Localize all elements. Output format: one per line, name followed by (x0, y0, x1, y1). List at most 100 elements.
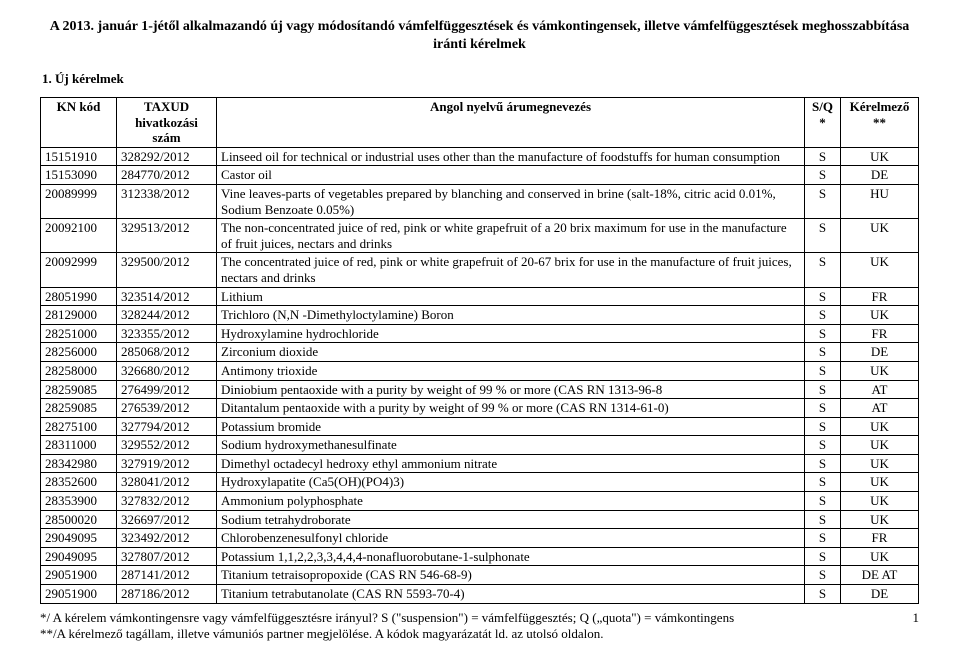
cell-taxud: 328041/2012 (117, 473, 217, 492)
table-row: 29049095323492/2012Chlorobenzenesulfonyl… (41, 529, 919, 548)
table-row: 29049095327807/2012Potassium 1,1,2,2,3,3… (41, 547, 919, 566)
cell-sq: S (805, 529, 841, 548)
cell-taxud: 287141/2012 (117, 566, 217, 585)
footnote-1: */ A kérelem vámkontingensre vagy vámfel… (40, 610, 734, 626)
cell-sq: S (805, 399, 841, 418)
cell-sq: S (805, 436, 841, 455)
cell-sq: S (805, 380, 841, 399)
cell-ker: UK (841, 492, 919, 511)
table-row: 20092100329513/2012The non-concentrated … (41, 219, 919, 253)
cell-sq: S (805, 306, 841, 325)
cell-taxud: 276499/2012 (117, 380, 217, 399)
table-row: 28342980327919/2012Dimethyl octadecyl he… (41, 454, 919, 473)
cell-taxud: 329552/2012 (117, 436, 217, 455)
table-body: 15151910328292/2012Linseed oil for techn… (41, 147, 919, 603)
section-heading: 1. Új kérelmek (42, 71, 919, 87)
cell-sq: S (805, 361, 841, 380)
table-row: 28311000329552/2012Sodium hydroxymethane… (41, 436, 919, 455)
cell-kn: 28352600 (41, 473, 117, 492)
cell-kn: 28353900 (41, 492, 117, 511)
cell-desc: Potassium 1,1,2,2,3,3,4,4,4-nonafluorobu… (217, 547, 805, 566)
cell-kn: 28051990 (41, 287, 117, 306)
cell-desc: Diniobium pentaoxide with a purity by we… (217, 380, 805, 399)
cell-desc: Ditantalum pentaoxide with a purity by w… (217, 399, 805, 418)
cell-sq: S (805, 417, 841, 436)
cell-sq: S (805, 510, 841, 529)
cell-ker: UK (841, 454, 919, 473)
page-title: A 2013. január 1-jétől alkalmazandó új v… (40, 18, 919, 53)
cell-desc: Ammonium polyphosphate (217, 492, 805, 511)
table-row: 28353900327832/2012Ammonium polyphosphat… (41, 492, 919, 511)
table-row: 28256000285068/2012Zirconium dioxideSDE (41, 343, 919, 362)
table-row: 28500020326697/2012Sodium tetrahydrobora… (41, 510, 919, 529)
cell-taxud: 329500/2012 (117, 253, 217, 287)
cell-taxud: 323492/2012 (117, 529, 217, 548)
cell-ker: HU (841, 184, 919, 218)
cell-taxud: 312338/2012 (117, 184, 217, 218)
cell-desc: Titanium tetraisopropoxide (CAS RN 546-6… (217, 566, 805, 585)
cell-taxud: 287186/2012 (117, 585, 217, 604)
cell-taxud: 328244/2012 (117, 306, 217, 325)
cell-taxud: 326680/2012 (117, 361, 217, 380)
cell-desc: Sodium tetrahydroborate (217, 510, 805, 529)
cell-ker: UK (841, 253, 919, 287)
table-row: 28251000323355/2012 Hydroxylamine hydroc… (41, 324, 919, 343)
col-header-taxud: TAXUD hivatkozási szám (117, 98, 217, 148)
cell-desc: Lithium (217, 287, 805, 306)
cell-sq: S (805, 166, 841, 185)
cell-desc: Zirconium dioxide (217, 343, 805, 362)
cell-taxud: 327832/2012 (117, 492, 217, 511)
cell-ker: DE (841, 343, 919, 362)
cell-desc: Trichloro (N,N -Dimethyloctylamine) Boro… (217, 306, 805, 325)
cell-sq: S (805, 184, 841, 218)
cell-desc: Potassium bromide (217, 417, 805, 436)
cell-sq: S (805, 585, 841, 604)
cell-taxud: 323514/2012 (117, 287, 217, 306)
cell-desc: Hydroxylapatite (Ca5(OH)(PO4)3) (217, 473, 805, 492)
cell-kn: 15151910 (41, 147, 117, 166)
table-row: 29051900287141/2012 Titanium tetraisopro… (41, 566, 919, 585)
cell-ker: FR (841, 287, 919, 306)
cell-desc: Dimethyl octadecyl hedroxy ethyl ammoniu… (217, 454, 805, 473)
cell-taxud: 323355/2012 (117, 324, 217, 343)
cell-kn: 15153090 (41, 166, 117, 185)
cell-sq: S (805, 454, 841, 473)
cell-ker: FR (841, 529, 919, 548)
cell-ker: UK (841, 547, 919, 566)
table-row: 15153090284770/2012 Castor oilSDE (41, 166, 919, 185)
cell-desc: Chlorobenzenesulfonyl chloride (217, 529, 805, 548)
cell-desc: The non-concentrated juice of red, pink … (217, 219, 805, 253)
table-row: 20092999329500/2012The concentrated juic… (41, 253, 919, 287)
table-row: 28258000326680/2012Antimony trioxideSUK (41, 361, 919, 380)
cell-ker: UK (841, 147, 919, 166)
cell-kn: 28256000 (41, 343, 117, 362)
table-row: 28051990323514/2012LithiumSFR (41, 287, 919, 306)
cell-kn: 28251000 (41, 324, 117, 343)
cell-kn: 20092100 (41, 219, 117, 253)
cell-desc: Sodium hydroxymethanesulfinate (217, 436, 805, 455)
cell-kn: 29049095 (41, 547, 117, 566)
cell-desc: Vine leaves-parts of vegetables prepared… (217, 184, 805, 218)
cell-desc: Hydroxylamine hydrochloride (217, 324, 805, 343)
cell-taxud: 327919/2012 (117, 454, 217, 473)
cell-sq: S (805, 219, 841, 253)
col-header-desc: Angol nyelvű árumegnevezés (217, 98, 805, 148)
cell-desc: Castor oil (217, 166, 805, 185)
cell-taxud: 276539/2012 (117, 399, 217, 418)
col-header-ker: Kérelmező ** (841, 98, 919, 148)
cell-taxud: 284770/2012 (117, 166, 217, 185)
col-header-sq: S/Q * (805, 98, 841, 148)
cell-ker: DE (841, 585, 919, 604)
cell-desc: Antimony trioxide (217, 361, 805, 380)
cell-ker: UK (841, 510, 919, 529)
cell-ker: UK (841, 219, 919, 253)
cell-desc: Linseed oil for technical or industrial … (217, 147, 805, 166)
cell-ker: AT (841, 380, 919, 399)
page-number: 1 (897, 610, 920, 626)
cell-taxud: 326697/2012 (117, 510, 217, 529)
col-header-kn: KN kód (41, 98, 117, 148)
cell-sq: S (805, 253, 841, 287)
cell-kn: 28275100 (41, 417, 117, 436)
cell-kn: 28129000 (41, 306, 117, 325)
table-row: 20089999312338/2012Vine leaves-parts of … (41, 184, 919, 218)
